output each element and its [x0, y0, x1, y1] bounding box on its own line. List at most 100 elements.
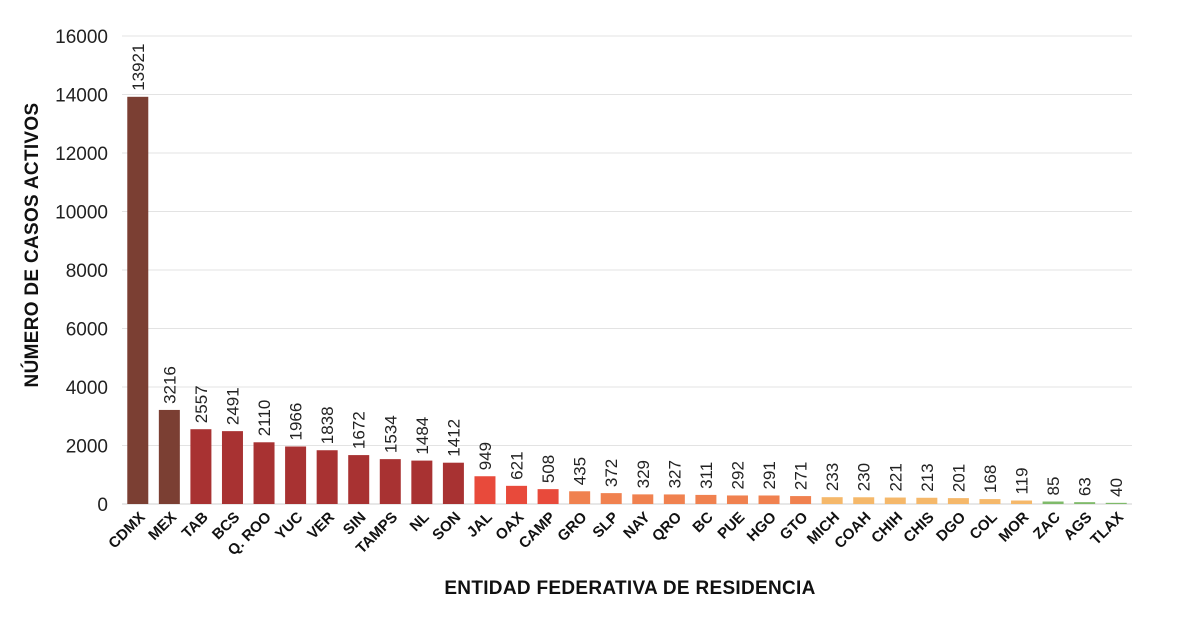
y-axis-title: NÚMERO DE CASOS ACTIVOS [21, 103, 43, 388]
data-label: 271 [792, 462, 811, 490]
data-label: 40 [1107, 478, 1126, 497]
x-tick-label: PUE [714, 509, 748, 543]
data-label: 291 [760, 461, 779, 489]
x-tick-label: CAMP [516, 509, 559, 552]
x-tick-label: NAY [620, 509, 653, 542]
x-tick-label: CHIS [900, 509, 937, 546]
data-label: 213 [918, 463, 937, 491]
y-tick-label: 0 [97, 495, 108, 516]
bar-gro [569, 491, 591, 504]
x-tick-label: SON [429, 509, 464, 544]
x-tick-label: ZAC [1030, 509, 1064, 543]
bar-zac [1042, 501, 1064, 504]
data-label: 2491 [223, 387, 242, 425]
y-tick-label: 14000 [55, 86, 108, 107]
x-tick-label: BC [689, 509, 716, 536]
data-label: 2557 [192, 385, 211, 423]
data-label: 1484 [413, 417, 432, 455]
data-label: 230 [855, 463, 874, 491]
data-label: 85 [1044, 477, 1063, 496]
data-label: 1412 [444, 419, 463, 457]
bar-camp [537, 489, 559, 504]
bar-hgo [758, 495, 780, 504]
x-tick-label: JAL [464, 509, 496, 541]
bar-nay [632, 494, 654, 504]
data-label: 201 [949, 464, 968, 492]
data-label: 63 [1076, 477, 1095, 496]
y-tick-label: 6000 [66, 320, 108, 341]
x-tick-label: GRO [554, 509, 590, 545]
bar-tlax [1105, 502, 1127, 504]
data-label: 221 [886, 463, 905, 491]
y-tick-label: 10000 [55, 203, 108, 224]
bar-ags [1074, 502, 1096, 504]
x-tick-label: YUC [272, 509, 307, 544]
bar-cdmx [127, 96, 149, 504]
bar-mich [821, 497, 843, 504]
data-label: 621 [508, 451, 527, 479]
data-label: 329 [634, 460, 653, 488]
data-label: 435 [571, 457, 590, 485]
x-tick-label: VER [304, 509, 338, 543]
data-label: 311 [697, 462, 716, 489]
data-label: 292 [728, 461, 747, 489]
bar-dgo [947, 498, 969, 504]
x-tick-label: QRO [649, 509, 685, 545]
bar-coah [853, 497, 875, 504]
data-label: 372 [602, 459, 621, 487]
bar-mor [1011, 500, 1033, 504]
x-tick-label: DGO [933, 509, 969, 545]
x-tick-label: CDMX [105, 509, 148, 552]
gridlines [122, 35, 1132, 505]
bar-chih [884, 497, 906, 504]
x-tick-label: TAB [179, 509, 212, 542]
bar-sin [348, 455, 370, 504]
bar-chis [916, 497, 938, 504]
bar-pue [726, 495, 748, 504]
bar-bcs [221, 431, 243, 504]
x-tick-label: COL [966, 509, 1000, 543]
y-tick-label: 12000 [55, 144, 108, 165]
y-tick-label: 8000 [66, 261, 108, 282]
bar-q-roo [253, 442, 275, 504]
bar-tab [190, 429, 212, 504]
bar-mex [158, 409, 180, 504]
data-label: 1966 [287, 403, 306, 441]
x-tick-label: MEX [145, 509, 180, 544]
data-label: 2110 [255, 400, 274, 437]
data-label: 119 [1013, 467, 1032, 494]
bar-qro [663, 494, 685, 504]
x-tick-label: SLP [589, 509, 622, 542]
data-label: 327 [665, 460, 684, 488]
y-tick-label: 16000 [55, 27, 108, 48]
x-tick-label: COAH [831, 509, 874, 552]
bar-son [442, 462, 464, 504]
bar-col [979, 499, 1001, 504]
data-label: 1838 [318, 406, 337, 444]
data-label: 508 [539, 455, 558, 483]
x-tick-label: TLAX [1087, 509, 1127, 549]
y-tick-label: 2000 [66, 437, 108, 458]
bar-oax [506, 485, 528, 504]
x-tick-label: CHIH [868, 509, 906, 547]
data-label: 233 [823, 463, 842, 491]
x-axis-title: ENTIDAD FEDERATIVA DE RESIDENCIA [444, 578, 815, 599]
data-label: 3216 [160, 366, 179, 404]
data-label: 949 [476, 442, 495, 470]
x-tick-label: MOR [996, 509, 1033, 546]
bar-gto [790, 496, 812, 504]
data-label: 168 [981, 465, 1000, 493]
y-axis-ticks: 0 2000 4000 6000 8000 10000 12000 14000 16000 [55, 27, 108, 516]
bar-ver [316, 450, 338, 504]
bar-yuc [285, 446, 307, 504]
data-label: 1534 [381, 415, 400, 453]
bar-slp [600, 493, 622, 504]
data-label: 13921 [129, 44, 148, 91]
x-tick-label: HGO [744, 509, 780, 545]
bar-bc [695, 494, 717, 504]
data-label: 1672 [350, 411, 369, 449]
data-labels: 13921 3216 2557 2491 2110 1966 1838 1672 1534 148… [129, 44, 1126, 497]
